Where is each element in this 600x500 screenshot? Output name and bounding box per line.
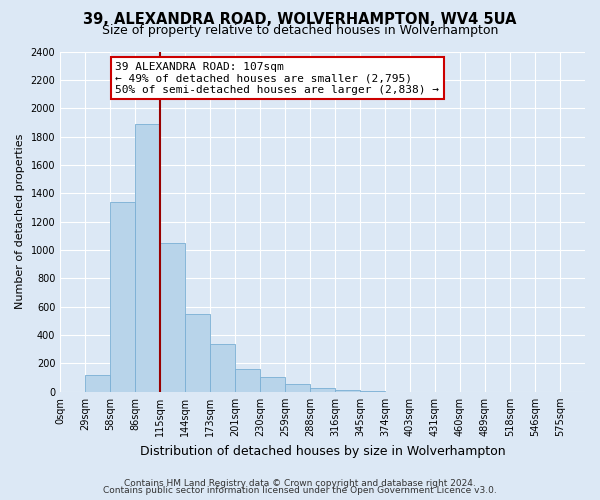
- Bar: [310, 388, 335, 392]
- Bar: [210, 344, 235, 392]
- Text: Contains public sector information licensed under the Open Government Licence v3: Contains public sector information licen…: [103, 486, 497, 495]
- Bar: [185, 314, 210, 392]
- Bar: [335, 390, 360, 392]
- Text: 39, ALEXANDRA ROAD, WOLVERHAMPTON, WV4 5UA: 39, ALEXANDRA ROAD, WOLVERHAMPTON, WV4 5…: [83, 12, 517, 28]
- Y-axis label: Number of detached properties: Number of detached properties: [15, 134, 25, 310]
- Bar: [85, 375, 110, 392]
- Text: 39 ALEXANDRA ROAD: 107sqm
← 49% of detached houses are smaller (2,795)
50% of se: 39 ALEXANDRA ROAD: 107sqm ← 49% of detac…: [115, 62, 439, 95]
- Bar: [285, 384, 310, 392]
- Text: Contains HM Land Registry data © Crown copyright and database right 2024.: Contains HM Land Registry data © Crown c…: [124, 478, 476, 488]
- Bar: [235, 369, 260, 392]
- Bar: [135, 124, 160, 392]
- Bar: [160, 243, 185, 392]
- Text: Size of property relative to detached houses in Wolverhampton: Size of property relative to detached ho…: [102, 24, 498, 37]
- Bar: [110, 202, 135, 392]
- X-axis label: Distribution of detached houses by size in Wolverhampton: Distribution of detached houses by size …: [140, 444, 505, 458]
- Bar: [360, 391, 385, 392]
- Bar: [260, 377, 285, 392]
